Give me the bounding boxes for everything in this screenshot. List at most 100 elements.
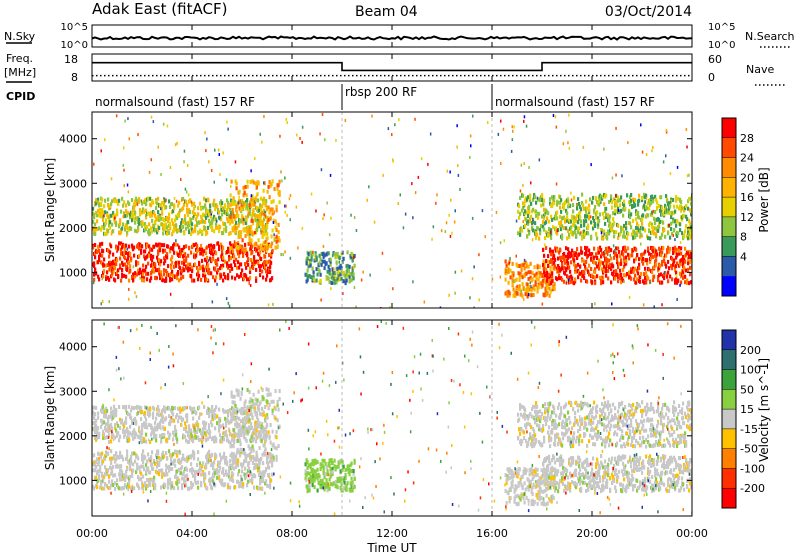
echo-cell xyxy=(510,269,512,273)
echo-cell xyxy=(532,277,534,281)
scatter-cell xyxy=(134,199,136,202)
echo-cell xyxy=(610,257,612,261)
echo-cell xyxy=(155,268,157,272)
echo-cell xyxy=(240,262,242,266)
echo-cell xyxy=(143,437,145,441)
scatter-cell xyxy=(550,231,552,234)
echo-cell xyxy=(259,461,261,465)
scatter-cell xyxy=(320,299,322,302)
echo-cell xyxy=(166,438,168,442)
echo-cell xyxy=(144,481,146,485)
echo-cell xyxy=(622,207,624,211)
echo-cell xyxy=(198,416,200,420)
echo-cell xyxy=(570,260,572,264)
echo-cell xyxy=(176,437,178,441)
echo-cell xyxy=(175,433,177,437)
echo-cell xyxy=(519,212,521,216)
echo-cell xyxy=(266,274,268,278)
echo-cell xyxy=(587,254,589,258)
echo-cell xyxy=(547,264,549,268)
echo-cell xyxy=(586,215,588,219)
echo-cell xyxy=(264,233,266,237)
echo-cell xyxy=(113,456,115,460)
echo-cell xyxy=(661,250,663,254)
echo-cell xyxy=(164,227,166,231)
echo-cell xyxy=(180,408,182,412)
echo-cell xyxy=(121,227,123,231)
echo-cell xyxy=(550,252,552,256)
scatter-cell xyxy=(263,213,265,216)
echo-cell xyxy=(517,231,519,235)
echo-cell xyxy=(271,200,273,204)
scatter-cell xyxy=(127,184,129,187)
echo-cell xyxy=(169,478,171,482)
echo-cell xyxy=(192,483,194,487)
echo-cell xyxy=(153,435,155,439)
echo-cell xyxy=(539,265,541,269)
echo-cell xyxy=(191,279,193,283)
echo-cell xyxy=(662,246,664,250)
echo-cell xyxy=(153,476,155,480)
echo-cell xyxy=(104,482,106,486)
echo-cell xyxy=(327,270,329,274)
echo-cell xyxy=(631,204,633,208)
echo-cell xyxy=(149,471,151,475)
echo-cell xyxy=(247,257,249,261)
echo-cell xyxy=(272,229,274,233)
echo-cell xyxy=(590,257,592,261)
echo-cell xyxy=(526,264,528,268)
echo-cell xyxy=(145,433,147,437)
scatter-cell xyxy=(286,214,288,217)
echo-cell xyxy=(580,224,582,228)
scatter-cell xyxy=(412,280,414,283)
echo-cell xyxy=(656,207,658,211)
scatter-cell xyxy=(470,134,472,137)
echo-cell xyxy=(171,467,173,471)
echo-cell xyxy=(133,451,135,455)
scatter-cell xyxy=(568,219,570,222)
echo-cell xyxy=(240,484,242,488)
echo-cell xyxy=(269,244,271,248)
echo-cell xyxy=(218,424,220,428)
echo-cell xyxy=(135,260,137,264)
echo-cell xyxy=(522,194,524,198)
echo-cell xyxy=(96,457,98,461)
echo-cell xyxy=(602,237,604,241)
echo-cell xyxy=(676,220,678,224)
echo-cell xyxy=(569,270,571,274)
scatter-cell xyxy=(503,128,505,131)
echo-cell xyxy=(168,213,170,217)
echo-cell xyxy=(593,261,595,265)
echo-cell xyxy=(125,204,127,208)
echo-cell xyxy=(125,421,127,425)
echo-cell xyxy=(182,417,184,421)
echo-cell xyxy=(594,270,596,274)
echo-cell xyxy=(157,423,159,427)
echo-cell xyxy=(215,251,217,255)
echo-cell xyxy=(183,427,185,431)
echo-cell xyxy=(542,279,544,283)
echo-cell xyxy=(111,457,113,461)
echo-cell xyxy=(247,226,249,230)
scatter-cell xyxy=(126,234,128,237)
scatter-cell xyxy=(526,125,528,128)
echo-cell xyxy=(156,202,158,206)
echo-cell xyxy=(669,211,671,215)
echo-cell xyxy=(620,229,622,233)
echo-cell xyxy=(176,454,178,458)
beam-title: Beam 04 xyxy=(355,4,418,20)
echo-cell xyxy=(94,243,96,247)
scatter-cell xyxy=(621,174,623,177)
echo-cell xyxy=(216,476,218,480)
scatter-cell xyxy=(430,133,432,136)
echo-cell xyxy=(642,213,644,217)
echo-cell xyxy=(584,214,586,218)
echo-cell xyxy=(133,486,135,490)
echo-cell xyxy=(268,206,270,210)
echo-cell xyxy=(127,412,129,416)
echo-cell xyxy=(530,215,532,219)
echo-cell xyxy=(117,431,119,435)
echo-cell xyxy=(671,257,673,261)
echo-cell xyxy=(623,273,625,277)
scatter-cell xyxy=(571,199,573,202)
